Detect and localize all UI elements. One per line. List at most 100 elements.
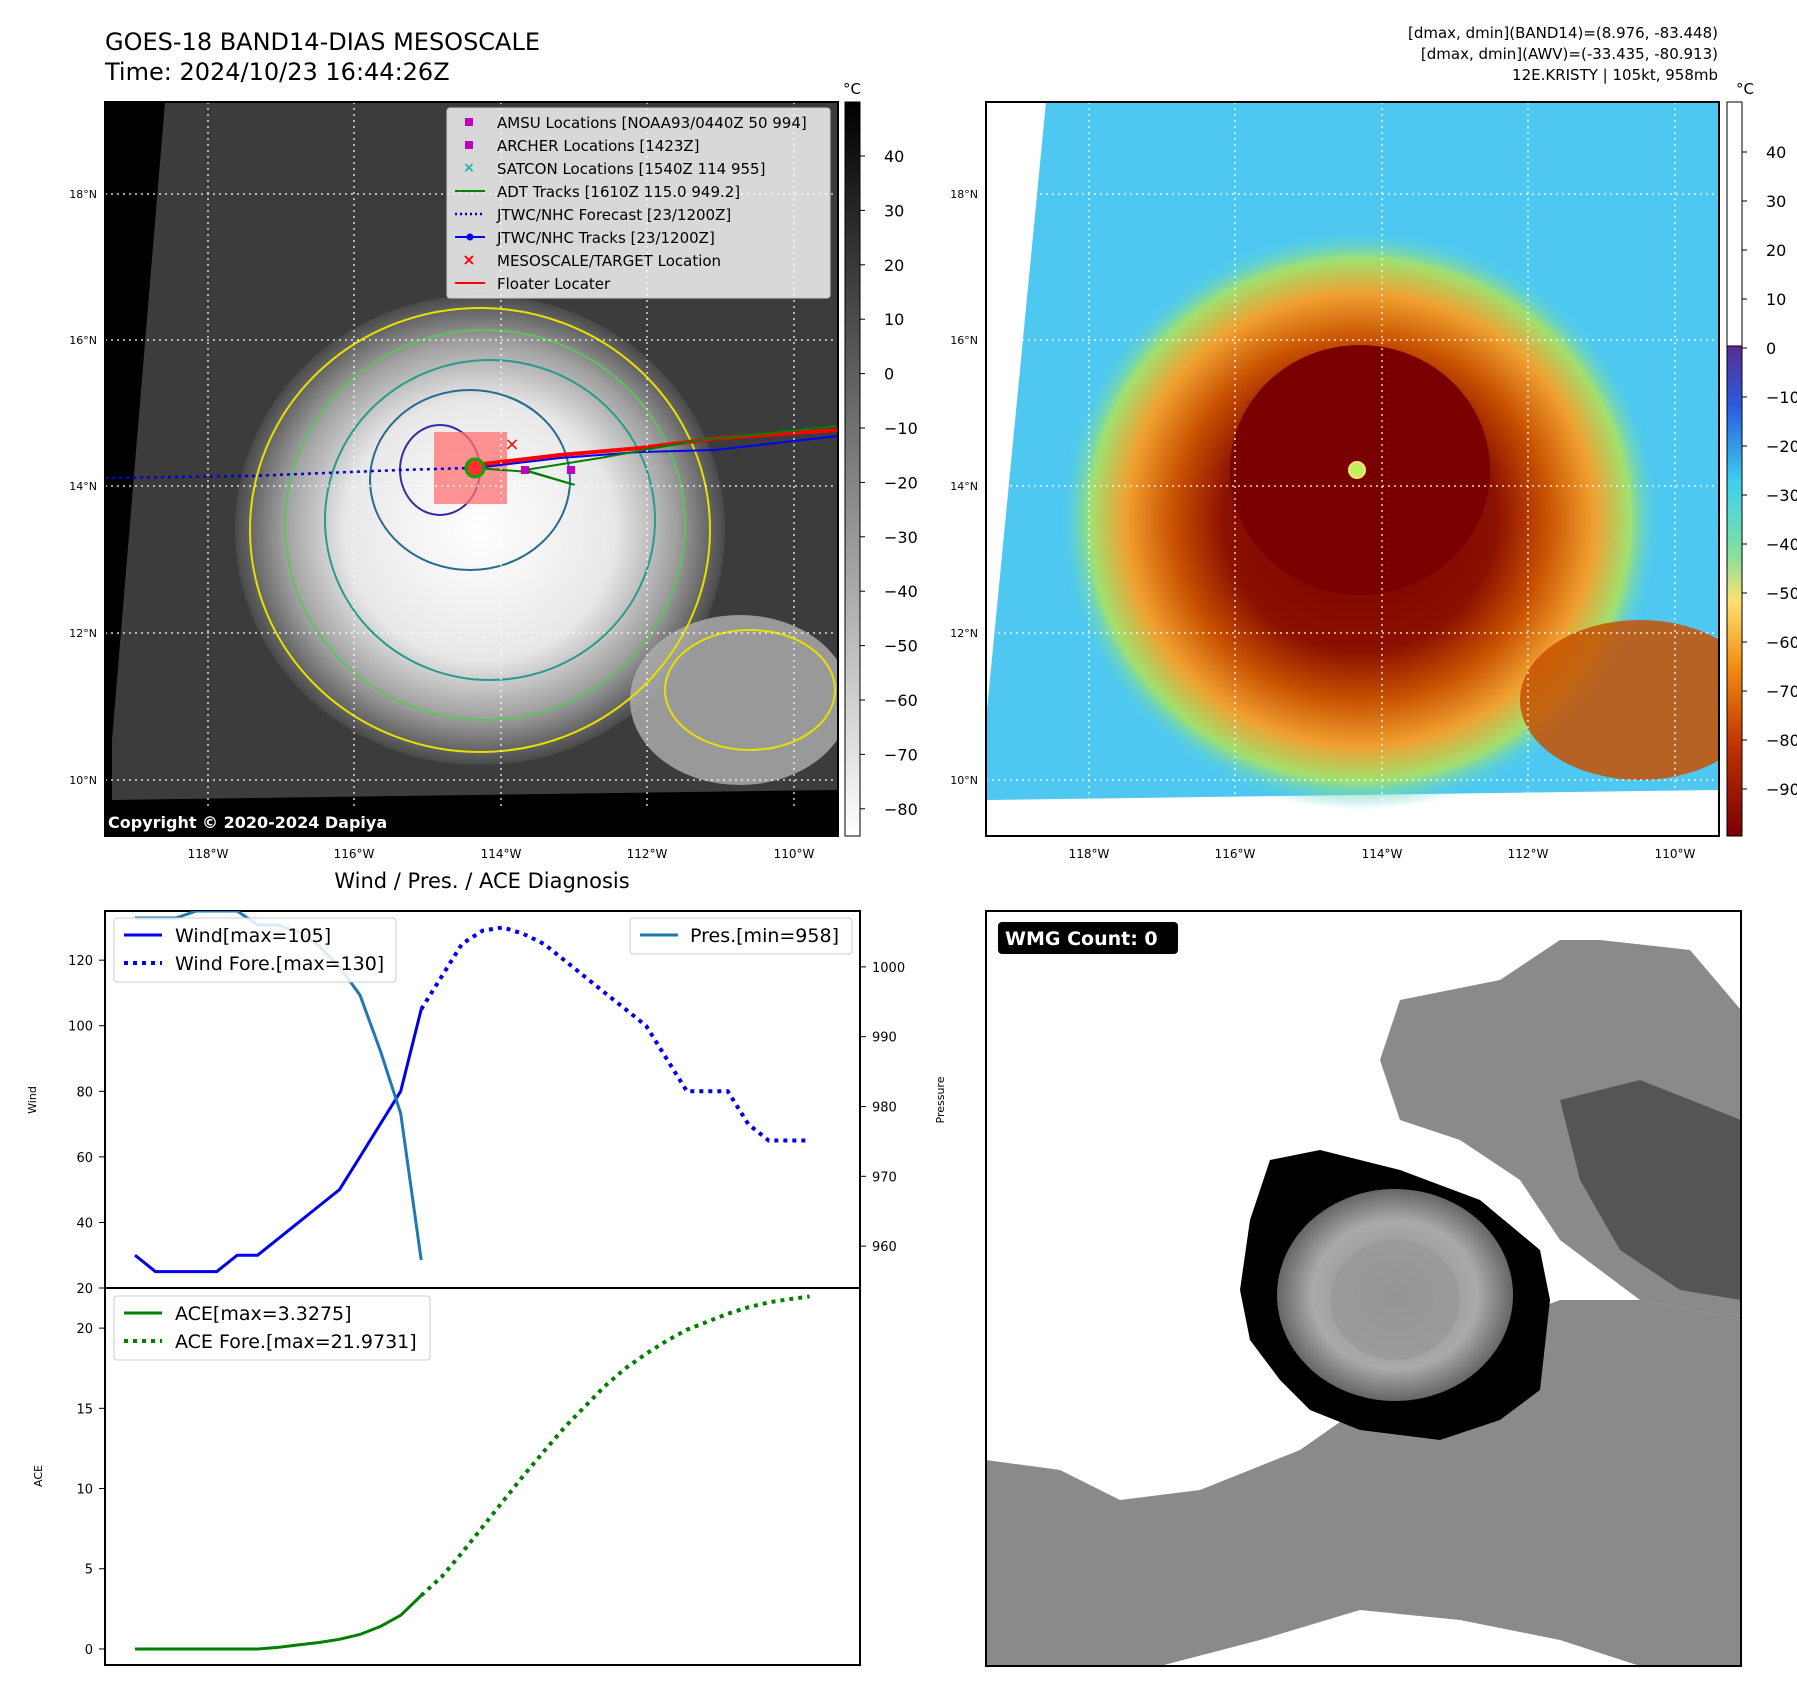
lat-label: 12°N bbox=[69, 627, 97, 640]
ace-series bbox=[135, 1294, 810, 1651]
diagnosis-title: Wind / Pres. / ACE Diagnosis bbox=[334, 869, 629, 893]
wind-legend-box bbox=[113, 917, 397, 983]
contour-yellow bbox=[249, 307, 711, 753]
map-ir-panel: 18°N 16°N 14°N 12°N 10°N 118°W 116°W 114… bbox=[950, 80, 1797, 861]
y-tick-label: 5 bbox=[85, 1563, 93, 1578]
lat-label: 14°N bbox=[69, 480, 97, 493]
legend-satcon-symbol: × bbox=[463, 160, 475, 176]
colorbar-tick-label: 30 bbox=[884, 201, 904, 220]
y-tick-label: 40 bbox=[76, 1216, 93, 1231]
lat-label: 10°N bbox=[950, 774, 978, 787]
ir-storm-south bbox=[1520, 620, 1719, 780]
legend-tracks: JTWC/NHC Tracks [23/1200Z] bbox=[496, 229, 715, 247]
y-tick-label: 100 bbox=[68, 1020, 93, 1035]
legend-target: MESOSCALE/TARGET Location bbox=[497, 252, 721, 270]
ace-axes: 0 5 10 15 20 bbox=[76, 1322, 105, 1658]
ir-eye bbox=[1348, 461, 1366, 479]
pres-legend-box bbox=[629, 917, 853, 955]
wind-ylabel: Wind bbox=[26, 1086, 39, 1114]
archer-marker bbox=[521, 466, 529, 474]
map-band14-panel: × Copyright © 2020-2024 Dapiya × bbox=[69, 80, 918, 861]
series-line-ace bbox=[135, 1594, 423, 1651]
colorbar-tick-label: −60 bbox=[1766, 633, 1797, 652]
colorbar-tick-label: 40 bbox=[1766, 143, 1786, 162]
series-line-wind bbox=[134, 1008, 423, 1274]
wmg-frame bbox=[985, 910, 1742, 1667]
colorbar-tick-label: −90 bbox=[1766, 780, 1797, 799]
map-frame-left bbox=[104, 101, 839, 837]
lat-label: 16°N bbox=[69, 334, 97, 347]
colorbar-tick-label: −80 bbox=[884, 800, 918, 819]
colorbar-unit-left: °C bbox=[843, 80, 861, 98]
colorbar-ir-white bbox=[1726, 101, 1743, 347]
legend-amsu-symbol bbox=[465, 118, 473, 126]
colorbar-tick-label: −50 bbox=[1766, 584, 1797, 603]
colorbar-tick-label: −60 bbox=[884, 691, 918, 710]
legend-satcon: SATCON Locations [1540Z 114 955] bbox=[497, 160, 765, 178]
colorbar-ir bbox=[1726, 345, 1743, 837]
map-frame-right bbox=[985, 101, 1720, 837]
y-tick-label: 20 bbox=[76, 1322, 93, 1337]
colorbar-tick-label: −10 bbox=[884, 419, 918, 438]
ace-panel: 0 5 10 15 20 ACE ACE[max=3.3275] ACE Fore.[m… bbox=[32, 1287, 861, 1666]
colorbar-tick-label: 10 bbox=[1766, 290, 1786, 309]
colorbar-tick-label: −80 bbox=[1766, 731, 1797, 750]
lon-label: 118°W bbox=[1069, 847, 1110, 861]
legend-ace-fore-label: ACE Fore.[max=21.9731] bbox=[175, 1331, 417, 1353]
legend-amsu: AMSU Locations [NOAA93/0440Z 50 994] bbox=[497, 114, 807, 132]
wmg-count-label: WMG Count: 0 bbox=[1005, 928, 1158, 950]
colorbar-left-ticks: 40 30 20 10 0 −10 −20 −30 −40 −50 −60 −70 −80 bbox=[860, 147, 918, 819]
colorbar-tick-label: 30 bbox=[1766, 192, 1786, 211]
storm-cloud-south bbox=[630, 615, 838, 785]
wmg-band-dark bbox=[1560, 1080, 1741, 1300]
legend-adt: ADT Tracks [1610Z 115.0 949.2] bbox=[497, 183, 740, 201]
observed-track bbox=[474, 435, 838, 469]
lon-label: 112°W bbox=[1508, 847, 1549, 861]
y-tick-label: 15 bbox=[76, 1402, 93, 1417]
legend-archer-symbol bbox=[465, 141, 473, 149]
legend-target-symbol: × bbox=[462, 250, 475, 269]
figure-title: GOES-18 BAND14-DIAS MESOSCALE bbox=[105, 28, 540, 56]
wind-pres-panel: 20 40 60 80 100 120 960 970 980 990 1000 Wind Pres… bbox=[26, 910, 947, 1297]
lat-label: 12°N bbox=[950, 627, 978, 640]
map-gridlines-right bbox=[986, 102, 1719, 836]
colorbar-tick-label: 0 bbox=[1766, 339, 1776, 358]
colorbar-tick-label: 40 bbox=[884, 147, 904, 166]
copyright-strip bbox=[105, 806, 838, 836]
storm-center bbox=[464, 457, 486, 479]
legend-wind-label: Wind[max=105] bbox=[175, 925, 331, 947]
wmg-band-south bbox=[986, 1300, 1741, 1666]
map-legend: × × AMSU Locations [NOAA93/0440Z 50 994]… bbox=[446, 107, 831, 299]
colorbar-tick-label: −20 bbox=[1766, 437, 1797, 456]
colorbar-tick-label: −40 bbox=[1766, 535, 1797, 554]
colorbar-tick-label: −10 bbox=[1766, 388, 1797, 407]
colorbar-tick-label: −70 bbox=[1766, 682, 1797, 701]
target-marker: × bbox=[504, 434, 519, 455]
y-tick-label: 0 bbox=[85, 1643, 93, 1658]
lon-label: 112°W bbox=[627, 847, 668, 861]
colorbar-tick-label: 20 bbox=[884, 256, 904, 275]
colorbar-tick-label: −50 bbox=[884, 637, 918, 656]
legend-pres-label: Pres.[min=958] bbox=[690, 925, 839, 947]
colorbar-tick-label: −20 bbox=[884, 473, 918, 492]
colorbar-tick-label: −40 bbox=[884, 582, 918, 601]
forecast-track bbox=[105, 466, 471, 480]
ace-legend-box bbox=[113, 1295, 431, 1361]
legend-floater: Floater Locater bbox=[497, 275, 611, 293]
y-tick-label: 10 bbox=[76, 1483, 93, 1498]
lat-label: 18°N bbox=[950, 188, 978, 201]
colorbar-right-ticks: 40 30 20 10 0 −10 −20 −30 −40 −50 −60 −70 −80 −90 bbox=[1742, 143, 1797, 799]
lat-label: 10°N bbox=[69, 774, 97, 787]
colorbar-unit-right: °C bbox=[1736, 80, 1754, 98]
y-tick-label: 80 bbox=[76, 1085, 93, 1100]
y-tick-label: 120 bbox=[68, 954, 93, 969]
copyright-text: Copyright © 2020-2024 Dapiya bbox=[108, 813, 387, 832]
colorbar-gray bbox=[844, 101, 861, 837]
legend-wind-fore-label: Wind Fore.[max=130] bbox=[175, 953, 384, 975]
lat-label: 14°N bbox=[950, 480, 978, 493]
info-band14: [dmax, dmin](BAND14)=(8.976, -83.448) bbox=[1408, 24, 1718, 42]
contour-teal bbox=[324, 359, 656, 681]
wmg-eye-core bbox=[1330, 1240, 1460, 1360]
lon-label: 116°W bbox=[1215, 847, 1256, 861]
